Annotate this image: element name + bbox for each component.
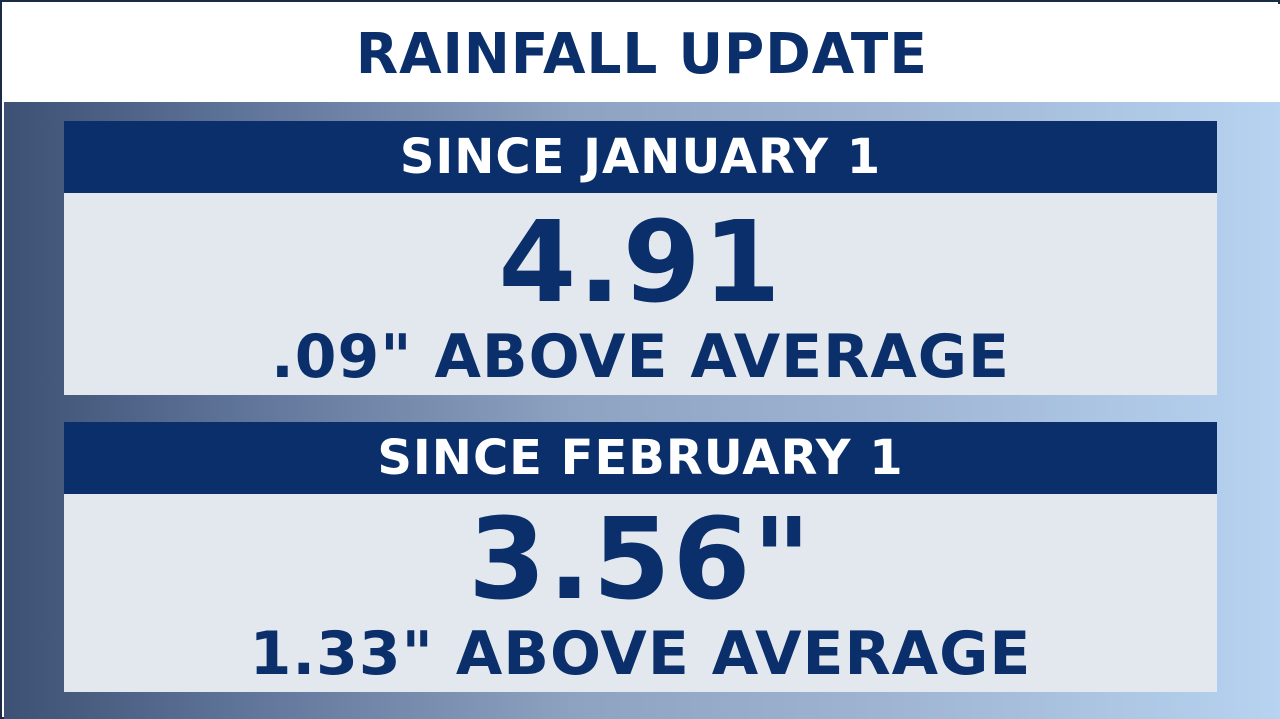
- rainfall-departure-text: 1.33" ABOVE AVERAGE: [249, 619, 1032, 689]
- section-since-february: SINCE FEBRUARY 1 3.56" 1.33" ABOVE AVERA…: [64, 422, 1217, 692]
- section-since-january: SINCE JANUARY 1 4.91 .09" ABOVE AVERAGE: [64, 121, 1217, 395]
- rainfall-departure-text: .09" ABOVE AVERAGE: [271, 322, 1010, 392]
- section-header-label: SINCE FEBRUARY 1: [377, 430, 904, 486]
- rainfall-total-value: 4.91: [498, 198, 783, 328]
- page-title: RAINFALL UPDATE: [356, 22, 928, 87]
- section-header-label: SINCE JANUARY 1: [399, 129, 882, 185]
- section-header: SINCE JANUARY 1: [64, 121, 1217, 193]
- rainfall-total-value: 3.56": [468, 495, 813, 625]
- section-header: SINCE FEBRUARY 1: [64, 422, 1217, 494]
- section-body: 4.91 .09" ABOVE AVERAGE: [64, 193, 1217, 395]
- title-bar: RAINFALL UPDATE: [4, 4, 1280, 102]
- section-body: 3.56" 1.33" ABOVE AVERAGE: [64, 494, 1217, 692]
